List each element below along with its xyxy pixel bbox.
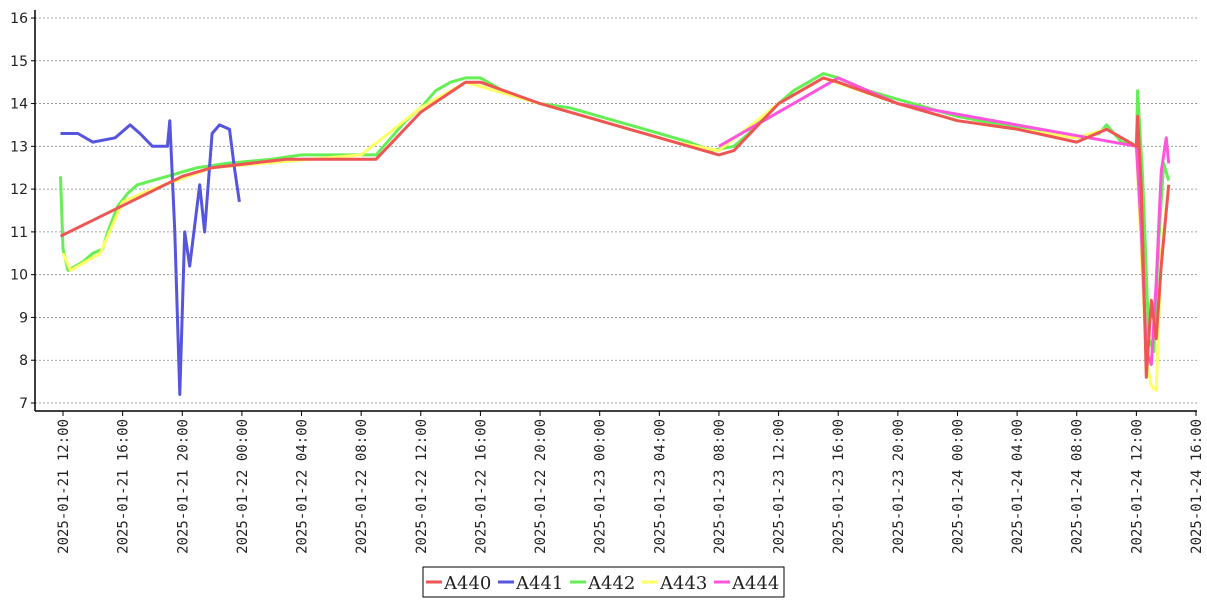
legend-label-a443: A443 — [659, 573, 707, 594]
y-tick-label: 8 — [19, 353, 28, 369]
x-tick-label: 2025-01-22 12:00 — [414, 419, 430, 554]
x-tick-label: 2025-01-24 08:00 — [1070, 419, 1086, 554]
series-line-a442 — [59, 72, 1171, 354]
x-tick-label: 2025-01-24 16:00 — [1189, 419, 1205, 554]
series-lines — [59, 72, 1171, 396]
legend-label-a441: A441 — [515, 573, 563, 594]
x-tick-label: 2025-01-24 12:00 — [1129, 419, 1145, 554]
axes — [34, 10, 1197, 412]
legend-label-a442: A442 — [587, 573, 635, 594]
y-tick-label: 11 — [10, 225, 28, 241]
x-tick-label: 2025-01-23 04:00 — [652, 419, 668, 554]
series-line-a444 — [718, 76, 1171, 366]
y-tick-labels: 7 8 9 10 11 12 13 14 15 16 — [10, 11, 35, 412]
x-tick-label: 2025-01-23 20:00 — [891, 419, 907, 554]
x-tick-label: 2025-01-23 08:00 — [712, 419, 728, 554]
legend-label-a440: A440 — [443, 573, 491, 594]
y-tick-label: 15 — [10, 54, 28, 70]
x-tick-label: 2025-01-22 00:00 — [235, 419, 251, 554]
x-tick-label: 2025-01-24 04:00 — [1010, 419, 1026, 554]
legend-label-a444: A444 — [731, 573, 779, 594]
series-line-a440 — [59, 76, 1171, 379]
x-tick-label: 2025-01-23 16:00 — [831, 419, 847, 554]
x-tick-label: 2025-01-21 16:00 — [116, 419, 132, 554]
x-tick-labels: 2025-01-21 12:00 2025-01-21 16:00 2025-01-… — [56, 411, 1205, 554]
series-line-a441 — [60, 119, 241, 396]
y-tick-label: 7 — [19, 396, 28, 412]
x-tick-label: 2025-01-22 20:00 — [533, 419, 549, 554]
y-tick-label: 12 — [10, 182, 28, 198]
y-tick-label: 9 — [19, 310, 28, 326]
x-tick-label: 2025-01-21 12:00 — [56, 419, 72, 554]
legend: A440 A441 A442 A443 A444 — [422, 566, 785, 598]
y-tick-label: 13 — [10, 139, 28, 155]
y-tick-label: 16 — [10, 11, 28, 27]
x-tick-label: 2025-01-22 08:00 — [354, 419, 370, 554]
x-tick-label: 2025-01-23 12:00 — [772, 419, 788, 554]
x-tick-label: 2025-01-22 04:00 — [295, 419, 311, 554]
y-tick-label: 14 — [10, 97, 28, 113]
x-tick-label: 2025-01-21 20:00 — [175, 419, 191, 554]
y-tick-label: 10 — [10, 268, 28, 284]
x-tick-label: 2025-01-22 16:00 — [473, 419, 489, 554]
x-tick-label: 2025-01-24 00:00 — [950, 419, 966, 554]
x-tick-label: 2025-01-23 00:00 — [593, 419, 609, 554]
gridlines — [35, 17, 1197, 404]
